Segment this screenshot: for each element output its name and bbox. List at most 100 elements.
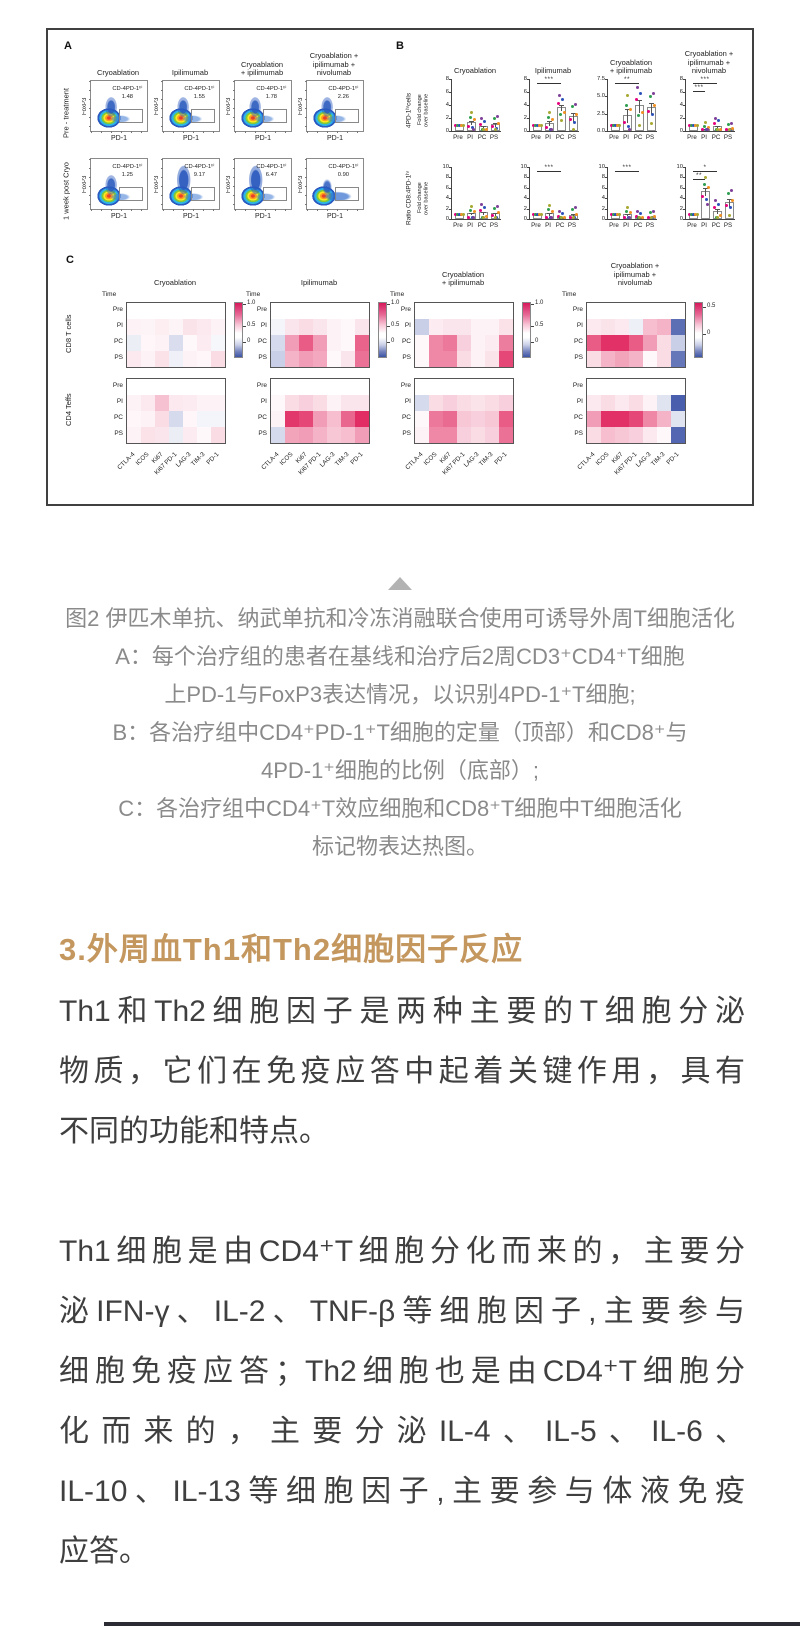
- colorbar-tick-label: 1.0: [247, 300, 256, 306]
- x-axis-tick-marks: [91, 209, 147, 211]
- heatmap-cell: [355, 319, 369, 335]
- data-point: [718, 214, 722, 217]
- heatmap-cell: [443, 379, 457, 395]
- flow-plot: FoxP3 CD-4PD-1ʰⁱ 9.17 PD-1: [154, 158, 226, 230]
- y-tick-label: 10: [442, 164, 449, 170]
- caption-line: B：各治疗组中CD4⁺PD-1⁺T细胞的定量（顶部）和CD8⁺与: [112, 720, 688, 745]
- colorbar-tick-mark: [703, 334, 706, 336]
- heatmap-cell: [657, 335, 671, 351]
- significance-line: [615, 83, 639, 84]
- heatmap-cell: [657, 379, 671, 395]
- y-tick-mark: [527, 131, 530, 132]
- treatment-title: Cryoablation: [96, 68, 140, 78]
- heatmap-cell: [155, 395, 169, 411]
- heatmap-cell: [485, 411, 499, 427]
- data-point: [570, 105, 574, 109]
- data-point: [461, 213, 465, 217]
- data-point: [544, 125, 548, 129]
- y-tick-label: 4: [679, 195, 683, 202]
- data-point: [482, 205, 486, 209]
- data-point: [724, 203, 728, 207]
- y-tick-label: 0: [679, 216, 683, 222]
- heatmap-row-label: Pre: [112, 382, 123, 389]
- data-point: [562, 110, 566, 114]
- heatmap-row-label: PI: [116, 322, 123, 329]
- error-bar-cap: [714, 125, 720, 127]
- paragraph-line: 物质，它们在免疫应答中起着关键作用，具有: [59, 1055, 745, 1088]
- treatment-title: Cryoablation + ipilimumab: [609, 57, 653, 76]
- figure-image[interactable]: A Cryoablation Ipilimumab Cryoablation + i…: [46, 28, 754, 506]
- heatmap-cell: [629, 379, 643, 395]
- heatmap-cell: [587, 411, 601, 427]
- heatmap-cell: [615, 395, 629, 411]
- heatmap-group: Ipilimumab Time Pre PI PC PS Pre PI PC PS 1.0 0.5 0 C…: [246, 240, 408, 508]
- bar-chart-area: ***: [527, 76, 579, 132]
- x-category-label: PC: [555, 222, 565, 229]
- y-axis-label-main: 4PD-1ʰⁱcells: [405, 92, 413, 128]
- heatmap-cell: [141, 427, 155, 443]
- colorbar-tick-mark: [531, 325, 534, 327]
- heatmap-cell: [629, 303, 643, 319]
- x-category-label: PI: [467, 134, 473, 141]
- heatmap-cell: [657, 303, 671, 319]
- data-point: [729, 122, 733, 126]
- data-point: [492, 206, 496, 210]
- heatmap-cell: [471, 395, 485, 411]
- heatmap-cell: [499, 379, 513, 395]
- heatmap-cell: [601, 427, 615, 443]
- heatmap-row-label: PC: [113, 414, 123, 421]
- heatmap-cell: [415, 411, 429, 427]
- error-bar: [470, 120, 472, 125]
- heatmap-cell: [443, 395, 457, 411]
- x-category-label: PC: [477, 134, 487, 141]
- y-tick-label: 0: [445, 216, 449, 222]
- treatment-title: Cryoablation: [453, 66, 497, 76]
- data-point: [727, 127, 731, 131]
- heatmap-cell: [211, 395, 225, 411]
- flow-plot-y-axis-label: FoxP3: [82, 97, 88, 115]
- colorbar-tick-label: 0.5: [535, 321, 544, 328]
- data-point: [559, 119, 563, 123]
- y-tick-label: 8: [679, 174, 683, 181]
- bar-chart: *** *** 0 2 4 6 8 Pre PI PC PS: [670, 76, 748, 146]
- heatmap-cell: [183, 395, 197, 411]
- error-bar: [716, 125, 718, 129]
- gate-annotation: CD-4PD-1ʰⁱ 1.48: [112, 86, 143, 101]
- error-bar: [704, 187, 706, 197]
- x-category-label: PS: [723, 134, 733, 141]
- data-point: [539, 213, 543, 217]
- error-bar-cap: [558, 104, 564, 106]
- y-tick-mark: [527, 198, 530, 200]
- caption-line: A：每个治疗组的患者在基线和治疗后2周CD3⁺CD4⁺T细胞: [115, 644, 685, 669]
- colorbar-tick-mark: [243, 342, 246, 344]
- bar-chart-area: ***: [683, 164, 735, 220]
- flow-plot-area: CD-4PD-1ʰⁱ 0.90: [305, 158, 364, 211]
- heatmap-cell: [601, 351, 615, 367]
- y-axis-label-group: Ratio CD8:4PD-1ʰⁱ Fold change over baseli…: [404, 168, 434, 234]
- y-tick-label: 2: [523, 115, 527, 121]
- data-point: [550, 209, 554, 213]
- heatmap-cell: [197, 379, 211, 395]
- data-point: [693, 124, 697, 127]
- data-point: [635, 210, 639, 214]
- error-bar-cap: [624, 214, 630, 216]
- heatmap-row-label: Pre: [256, 306, 267, 313]
- data-point: [481, 215, 485, 219]
- error-bar-cap: [570, 214, 576, 216]
- colorbar-tick-label: 1.0: [391, 300, 400, 306]
- y-tick-mark: [605, 113, 608, 115]
- heatmap-cell: [271, 319, 285, 335]
- heatmap-cell: [327, 319, 341, 335]
- heatmap-cell: [499, 411, 513, 427]
- y-tick-mark: [605, 131, 608, 132]
- y-tick-mark: [449, 208, 452, 210]
- heatmap-cell: [211, 319, 225, 335]
- data-point: [637, 215, 641, 219]
- heatmap-cell: [271, 303, 285, 319]
- colorbar-tick-label: 0: [391, 338, 395, 345]
- heatmap-cell: [485, 427, 499, 443]
- flow-plot: FoxP3 CD-4PD-1ʰⁱ 6.47 PD-1: [226, 158, 298, 230]
- flow-plot-area: CD-4PD-1ʰⁱ 2.26: [305, 80, 364, 133]
- data-point: [704, 197, 708, 201]
